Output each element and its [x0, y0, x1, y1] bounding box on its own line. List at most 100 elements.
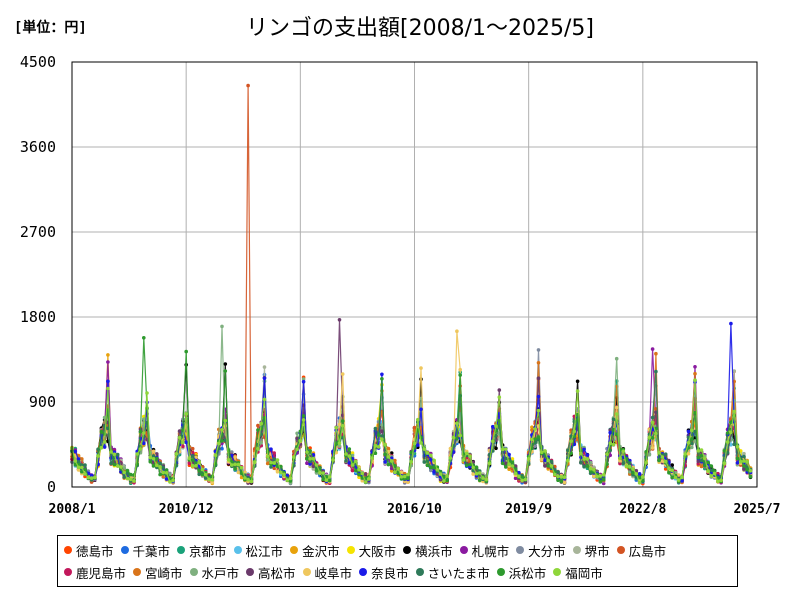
data-point: [500, 461, 505, 466]
data-point: [148, 455, 153, 460]
data-point: [429, 453, 433, 458]
data-point: [220, 439, 224, 443]
data-point: [562, 480, 567, 485]
data-point: [151, 454, 156, 458]
data-point: [265, 461, 270, 466]
data-point: [344, 452, 348, 456]
data-point: [396, 466, 401, 471]
data-point: [230, 453, 234, 458]
data-point: [445, 474, 449, 478]
data-point: [393, 470, 397, 475]
data-point: [595, 474, 599, 479]
data-point: [683, 452, 687, 456]
data-point: [376, 433, 381, 438]
data-point: [148, 459, 153, 464]
data-point: [419, 407, 423, 412]
data-point: [432, 470, 436, 474]
legend-label: 横浜市: [415, 543, 453, 559]
data-point: [657, 458, 661, 463]
data-point: [269, 447, 273, 452]
data-point: [494, 424, 498, 428]
data-point: [663, 452, 668, 457]
data-point: [151, 464, 156, 468]
x-axis-ticks: 2008/1 2010/12 2013/11 2016/10 2019/9 2022/8 2…: [49, 502, 781, 517]
data-point: [422, 447, 427, 451]
data-point: [654, 351, 658, 356]
data-point: [673, 475, 678, 480]
data-point: [389, 459, 394, 463]
data-point: [383, 460, 387, 464]
data-point: [282, 472, 286, 477]
data-point: [80, 457, 84, 461]
data-point: [86, 475, 91, 480]
plot-frame: [71, 61, 758, 488]
data-point: [608, 453, 612, 458]
data-point: [347, 454, 352, 458]
data-point: [641, 475, 645, 479]
legend-item: 堺市: [572, 540, 610, 560]
data-point: [585, 453, 590, 457]
data-point: [474, 465, 479, 470]
data-point: [709, 464, 714, 468]
data-point: [425, 463, 430, 468]
data-point: [729, 430, 733, 435]
data-point: [350, 468, 355, 473]
data-point: [106, 386, 110, 391]
data-point: [614, 405, 619, 410]
data-point: [383, 452, 387, 457]
legend-marker: [64, 568, 72, 576]
data-point: [598, 474, 603, 478]
data-point: [389, 466, 394, 471]
legend-item: 松江市: [233, 540, 283, 560]
x-tick-label: 2022/8: [619, 502, 666, 517]
legend-item: 横浜市: [403, 540, 453, 560]
legend-item: 岐阜市: [302, 562, 352, 582]
data-point: [125, 476, 130, 481]
y-axis-ticks: 0 900 1800 2700 3600 4500: [20, 53, 56, 496]
data-point: [106, 360, 110, 364]
legend-label: 千葉市: [132, 543, 171, 559]
data-point: [380, 434, 384, 438]
legend: 徳島市 千葉市 京都市 松江市 金沢市 大阪市 横浜市 札幌市 大分市 堺市 広島市 鹿児島市 宮崎市 水…: [57, 535, 738, 587]
data-point: [80, 465, 84, 470]
data-point: [663, 467, 668, 471]
data-point: [203, 472, 208, 477]
data-point: [311, 456, 316, 461]
data-point: [177, 429, 182, 433]
data-point: [337, 441, 342, 445]
legend-marker: [120, 546, 129, 554]
data-point: [256, 428, 260, 432]
data-point: [553, 472, 557, 477]
y-tick-label: 3600: [20, 138, 56, 156]
x-tick-label: 2016/10: [387, 502, 442, 517]
data-point: [363, 472, 368, 476]
data-point: [259, 440, 264, 445]
data-point: [305, 450, 309, 454]
data-point: [432, 465, 436, 470]
data-point: [703, 463, 707, 468]
data-point: [285, 478, 290, 482]
data-point: [200, 473, 205, 477]
data-point: [389, 451, 394, 455]
data-point: [259, 421, 264, 426]
legend-marker: [246, 568, 255, 576]
data-point: [722, 449, 727, 453]
data-point: [174, 452, 179, 456]
data-point: [732, 409, 736, 414]
data-point: [474, 471, 479, 476]
data-point: [412, 428, 417, 433]
data-point: [507, 452, 511, 457]
data-point: [76, 468, 81, 472]
data-point: [357, 467, 361, 472]
data-point: [292, 455, 296, 459]
legend-marker: [415, 568, 424, 576]
data-point: [220, 428, 224, 432]
data-point: [393, 458, 397, 463]
data-point: [670, 463, 674, 467]
data-point: [386, 455, 391, 459]
data-point: [99, 445, 104, 450]
data-point: [510, 457, 515, 461]
data-point: [347, 447, 352, 451]
data-point: [598, 479, 603, 484]
data-point: [742, 454, 746, 459]
